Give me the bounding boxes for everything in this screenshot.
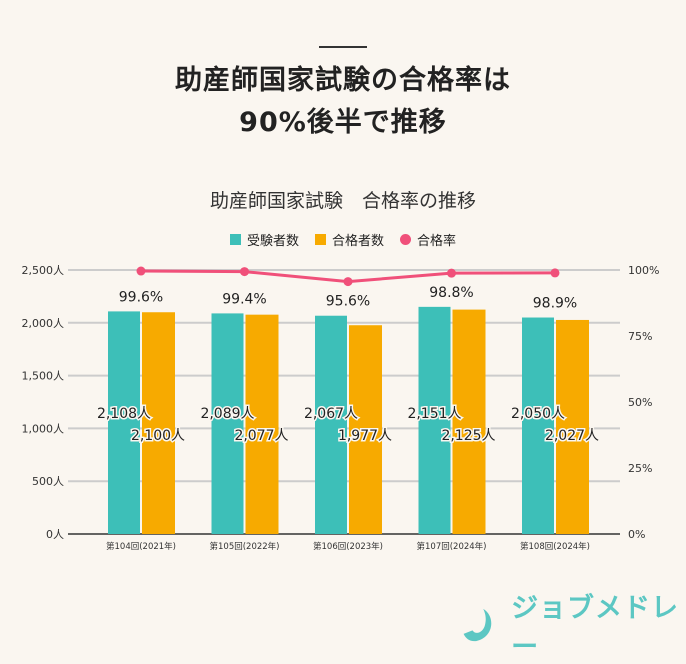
passers-data-label: 2,125人 [441,428,495,444]
rate-point [240,267,249,277]
rate-point [447,268,456,278]
examinees-data-label: 2,089人 [200,406,254,422]
left-tick-label: 2,000人 [22,317,65,330]
x-tick-label: 第105回(2022年) [210,541,280,552]
examinees-data-label: 2,108人 [97,406,151,422]
legend-label: 受験者数 [246,234,299,249]
x-tick-label: 第104回(2021年) [106,541,176,552]
headline-line1: 助産師国家試験の合格率は [175,65,511,96]
rate-point [550,268,560,278]
legend-item-passers: 合格者数 [314,230,384,249]
rate-data-label: 98.8% [429,285,473,301]
passers-data-label: 2,100人 [131,428,185,444]
legend-label: 合格者数 [331,234,384,249]
logo-mark-icon [463,608,492,642]
left-tick-label: 1,500人 [22,370,65,383]
bar-passers [452,309,486,534]
legend-item-examinees: 受験者数 [229,230,299,249]
legend-label: 合格率 [417,234,457,249]
bar-passers [556,319,589,534]
passers-data-label: 1,977人 [338,428,392,444]
examinees-data-label: 2,067人 [304,406,358,422]
passers-data-label: 2,027人 [545,428,599,444]
rate-data-label: 99.6% [119,289,163,305]
legend: 受験者数 合格者数 合格率 [0,230,686,249]
x-tick-label: 第108回(2024年) [520,541,590,552]
bar-passers [245,314,279,534]
bar-examinees [211,313,244,534]
logo-text: ジョブメドレー [511,593,680,663]
legend-swatch [314,234,326,245]
chart-title: 助産師国家試験 合格率の推移 [209,190,476,212]
right-tick-label: 25% [628,462,652,475]
chart-plot: 0人 500人 1,000人 1,500人 2,000人 2,500人 0% 25% 50% 75… [22,264,660,552]
headline-line2: 90%後半で推移 [239,107,447,138]
legend-item-rate: 合格率 [400,230,456,249]
examinees-data-label: 2,151人 [407,406,461,422]
bar-examinees [315,315,347,534]
right-tick-label: 100% [628,264,659,277]
right-tick-label: 50% [628,396,652,409]
bar-examinees [418,306,451,534]
bar-passers [349,325,382,534]
legend-swatch [229,234,241,245]
rate-data-label: 95.6% [326,294,370,310]
x-tick-label: 第107回(2024年) [417,541,487,552]
right-tick-label: 0% [628,528,645,541]
rate-point [343,277,353,287]
examinees-data-label: 2,050人 [511,406,565,422]
left-tick-label: 500人 [32,475,64,488]
left-tick-label: 2,500人 [22,264,65,277]
rate-data-label: 99.4% [222,291,266,307]
rate-point [136,266,146,276]
logo: ジョブメドレー [460,586,686,664]
x-tick-label: 第106回(2023年) [313,541,383,552]
left-tick-label: 0人 [46,528,64,541]
bar-examinees [108,311,140,534]
left-tick-label: 1,000人 [22,422,65,435]
title-rule [319,46,367,48]
headline: 助産師国家試験の合格率は 90%後半で推移 [0,60,686,144]
right-tick-label: 75% [628,330,652,343]
bar-examinees [522,317,554,534]
bar-passers [142,312,175,534]
legend-swatch [400,234,411,245]
rate-data-label: 98.9% [533,296,577,312]
passers-data-label: 2,077人 [234,428,288,444]
